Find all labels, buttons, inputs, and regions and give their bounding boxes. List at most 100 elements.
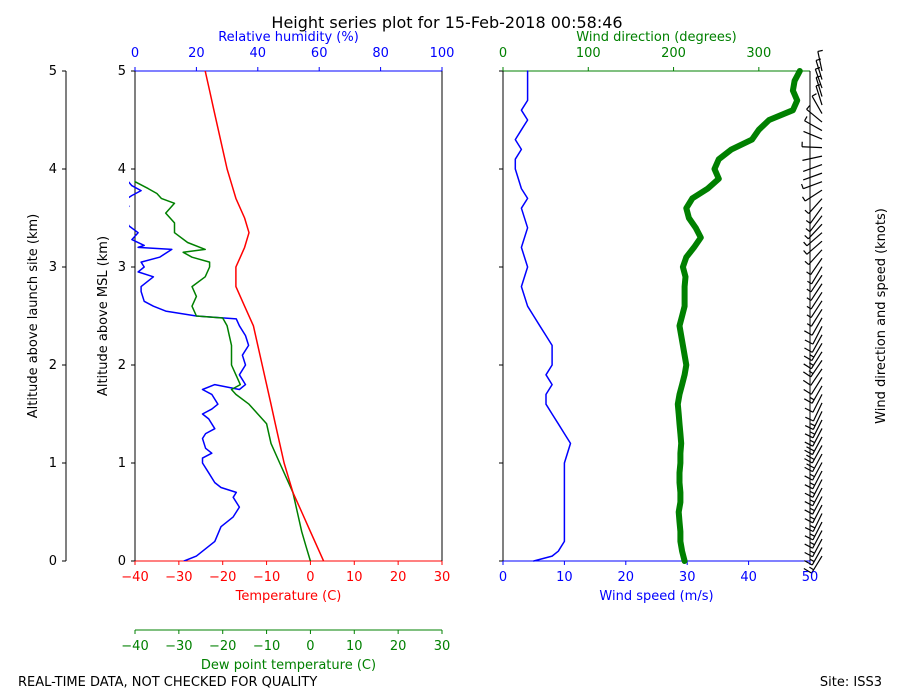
wind-barb-half-flag [809, 566, 814, 571]
humidity-tick-label: 100 [430, 46, 455, 61]
text-layer: Height series plot for 15-Feb-2018 00:58… [18, 13, 889, 690]
dewpoint-tick-label: 0 [306, 639, 314, 654]
wind-barb-shaft [812, 504, 823, 524]
wind-barb-half-flag [810, 490, 816, 495]
wind-barb-shaft [811, 445, 823, 464]
wind-barb-shaft [810, 308, 823, 327]
wind-barb-shaft [801, 146, 823, 149]
wind-barb-half-flag [806, 305, 812, 310]
wind-speed-axis-label: Wind speed (m/s) [599, 589, 713, 604]
dewpoint-tick-label: −40 [121, 639, 148, 654]
outer-y-tick-label: 5 [49, 64, 57, 79]
wind-barb-half-flag [806, 288, 812, 293]
wind-barb-flag [803, 371, 812, 378]
wind-barb-shaft [811, 555, 823, 574]
wind-barb-half-flag [810, 533, 816, 537]
wind-barb-shaft [811, 343, 823, 361]
humidity-tick-label: 20 [188, 46, 205, 61]
wind-barb-flag [805, 416, 814, 422]
wind-barb-flag [804, 339, 814, 345]
wind-barb-shaft [815, 85, 823, 106]
wind-barb-shaft [809, 206, 823, 224]
wind-barb-half-flag [806, 297, 812, 301]
outer-y-tick-label: 2 [49, 358, 57, 373]
inner-y-tick-label: 3 [118, 260, 126, 275]
wind-barb-half-flag [809, 541, 815, 546]
wind-barb-shaft [811, 317, 823, 336]
wind-barb-half-flag [806, 314, 812, 319]
wind-barb-half-flag [817, 49, 823, 53]
wind-barb-shaft [810, 300, 823, 318]
temperature-tick-label: −30 [165, 570, 192, 585]
wind-barb-flag [804, 560, 813, 566]
wind-barb-shaft [804, 120, 823, 132]
wind-barb-shaft [812, 453, 823, 472]
temperature-tick-label: −20 [209, 570, 236, 585]
wind-speed-tick-label: 50 [802, 570, 819, 585]
wind-speed-tick-label: 40 [740, 570, 757, 585]
wind-barb-half-flag [809, 516, 815, 520]
wind-barb-shaft [812, 326, 823, 345]
outer-y-tick-label: 1 [49, 456, 57, 471]
wind-barb-half-flag [810, 431, 816, 435]
wind-barb-flag [803, 567, 812, 574]
wind-barb-shaft [817, 51, 823, 72]
temperature-tick-label: 20 [390, 570, 407, 585]
temperature-tick-label: −10 [253, 570, 280, 585]
wind-barb-shaft [810, 368, 823, 386]
wind-barb-half-flag [810, 525, 816, 529]
wind-barb-half-flag [803, 241, 808, 247]
humidity-series-line [129, 181, 250, 561]
wind-barb-half-flag [806, 323, 812, 327]
wind-barb-half-flag [804, 234, 809, 240]
wind-barb-half-flag [809, 507, 815, 512]
wind-barb-flag [804, 407, 814, 413]
wind-barb-flag [804, 509, 813, 515]
wind-barb-shaft [804, 189, 823, 202]
wind-direction-series-line [674, 68, 803, 564]
wind-barb-shaft [812, 513, 823, 532]
wind-barb-flag [803, 398, 813, 404]
wind-barb-half-flag [809, 473, 815, 478]
wind-barb-half-flag [806, 105, 811, 110]
temperature-tick-label: 0 [306, 570, 314, 585]
wind-barb-half-flag [804, 116, 808, 122]
plot-layer [129, 49, 823, 574]
wind-barb-shaft [810, 274, 823, 293]
footer-quality-note: REAL-TIME DATA, NOT CHECKED FOR QUALITY [18, 675, 317, 690]
outer-y-axis-label: Altitude above launch site (km) [26, 214, 41, 418]
wind-barb-flag [804, 433, 814, 439]
wind-barb-flag [804, 458, 813, 464]
inner-y-tick-label: 0 [118, 554, 126, 569]
wind-barb-shaft [811, 266, 823, 285]
wind-barb-flag [803, 355, 813, 362]
wind-barb-flag [804, 330, 813, 336]
temperature-tick-label: 10 [346, 570, 363, 585]
wind-barb-flag [804, 441, 814, 447]
inner-y-axis-label: Altitude above MSL (km) [96, 236, 111, 396]
wind-barb-half-flag [815, 66, 821, 70]
wind-barb-flag [804, 543, 813, 549]
wind-barb-half-flag [803, 250, 808, 255]
wind-barb-shaft [802, 155, 823, 161]
wind-barb-half-flag [804, 209, 810, 215]
wind-barb-half-flag [809, 558, 815, 563]
wind-barb-shaft [806, 108, 823, 123]
wind-barb-half-flag [809, 499, 815, 503]
wind-barb-shaft [803, 181, 823, 190]
wind-barb-flag [804, 535, 814, 541]
wind-direction-tick-label: 300 [746, 46, 771, 61]
wind-barb-half-flag [809, 550, 815, 554]
wind-speed-tick-label: 0 [499, 570, 507, 585]
wind-barb-shaft [810, 360, 823, 378]
wind-barb-flag [804, 475, 813, 481]
wind-barb-shaft [809, 215, 823, 232]
outer-y-tick-label: 4 [49, 162, 57, 177]
wind-barb-flag [804, 424, 814, 430]
dewpoint-tick-label: −10 [253, 639, 280, 654]
wind-barb-shaft [810, 377, 823, 395]
dewpoint-tick-label: 10 [346, 639, 363, 654]
wind-barb-flag [804, 449, 813, 456]
wind-speed-tick-label: 20 [618, 570, 635, 585]
wind-barb-flag [804, 518, 814, 524]
